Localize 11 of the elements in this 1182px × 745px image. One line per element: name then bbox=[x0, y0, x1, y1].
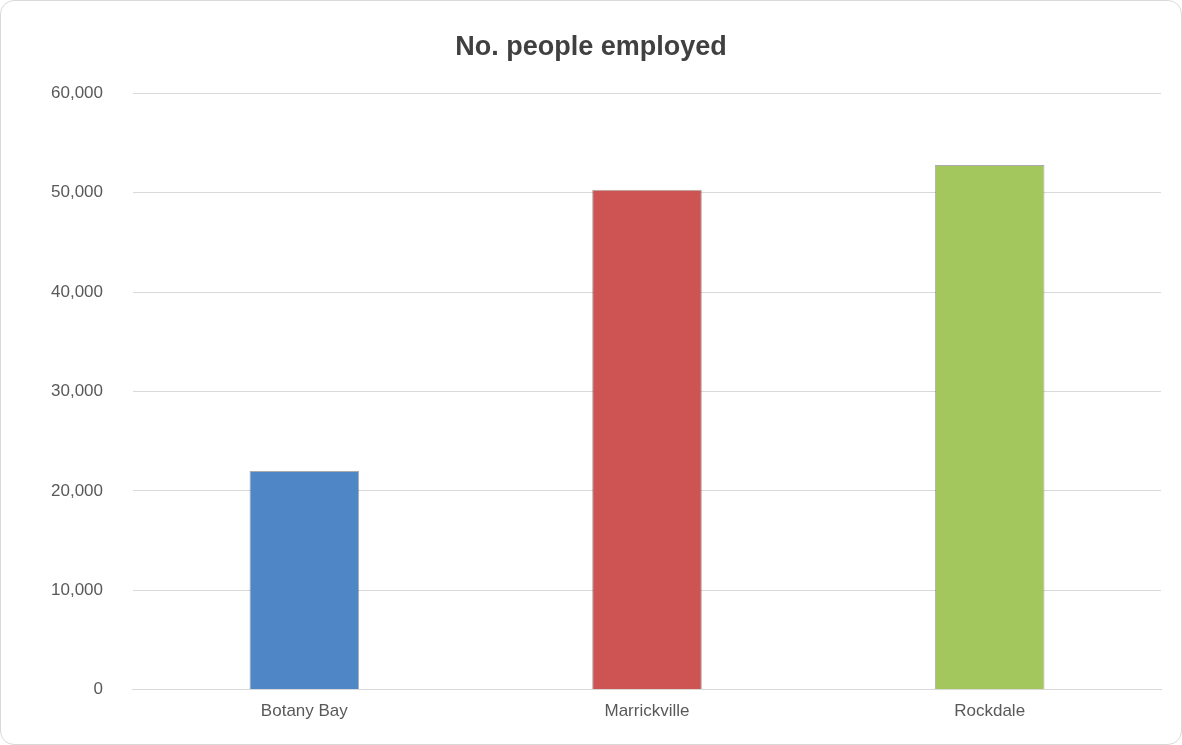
y-tick-label: 50,000 bbox=[51, 182, 103, 202]
chart-title: No. people employed bbox=[455, 30, 727, 61]
y-tick-label: 30,000 bbox=[51, 381, 103, 401]
x-tick-label: Botany Bay bbox=[260, 701, 349, 721]
y-tick-label: 60,000 bbox=[51, 83, 103, 103]
y-tick-label: 0 bbox=[93, 679, 103, 699]
x-tick-label: Rockdale bbox=[954, 701, 1026, 721]
y-tick-label: 20,000 bbox=[51, 480, 103, 500]
y-tick-label: 40,000 bbox=[51, 281, 103, 301]
x-tick-label: Marrickville bbox=[604, 701, 690, 721]
y-tick-label: 10,000 bbox=[51, 579, 103, 599]
